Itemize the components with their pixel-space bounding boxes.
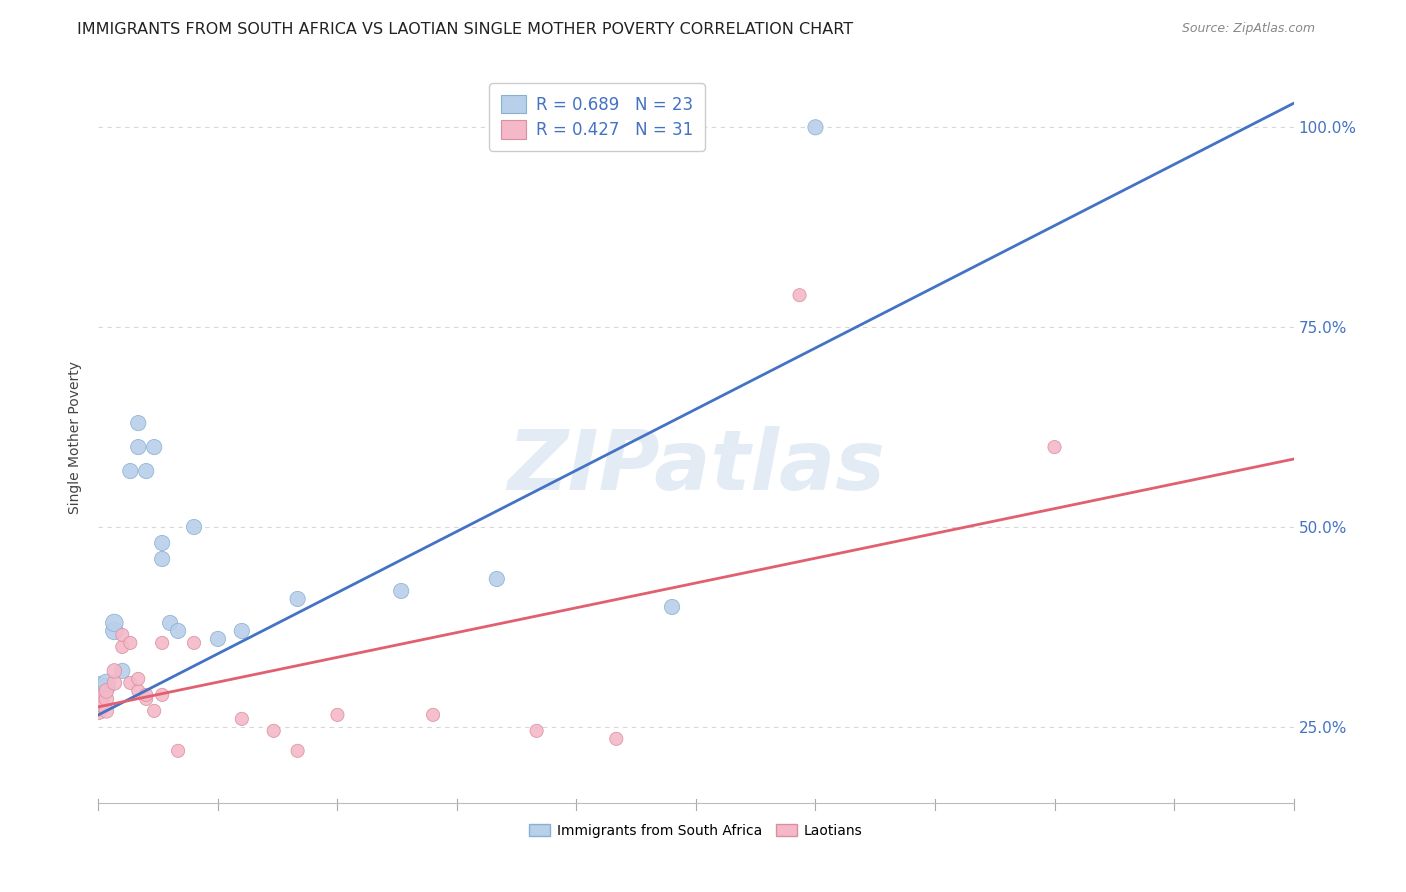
Point	[326, 707, 349, 722]
Point	[167, 744, 190, 758]
Point	[96, 676, 118, 690]
Point	[135, 464, 157, 478]
Point	[287, 591, 309, 606]
Point	[87, 691, 110, 706]
Point	[96, 684, 118, 698]
Point	[103, 624, 125, 638]
Point	[150, 688, 173, 702]
Point	[143, 440, 166, 454]
Point	[150, 536, 173, 550]
Point	[96, 691, 118, 706]
Point	[103, 615, 125, 630]
Point	[183, 520, 205, 534]
Text: Source: ZipAtlas.com: Source: ZipAtlas.com	[1181, 22, 1315, 36]
Point	[135, 691, 157, 706]
Point	[231, 712, 253, 726]
Point	[135, 688, 157, 702]
Point	[96, 704, 118, 718]
Point	[485, 572, 508, 586]
Point	[111, 640, 134, 654]
Point	[207, 632, 229, 646]
Point	[143, 704, 166, 718]
Point	[263, 723, 285, 738]
Point	[87, 691, 110, 706]
Point	[96, 680, 118, 694]
Point	[120, 676, 142, 690]
Point	[150, 552, 173, 566]
Point	[150, 636, 173, 650]
Point	[120, 636, 142, 650]
Point	[111, 628, 134, 642]
Point	[526, 723, 548, 738]
Point	[103, 664, 125, 678]
Point	[127, 440, 149, 454]
Point	[231, 624, 253, 638]
Point	[167, 624, 190, 638]
Point	[183, 636, 205, 650]
Point	[127, 684, 149, 698]
Y-axis label: Single Mother Poverty: Single Mother Poverty	[69, 360, 83, 514]
Point	[87, 680, 110, 694]
Text: ZIPatlas: ZIPatlas	[508, 425, 884, 507]
Point	[789, 288, 811, 302]
Point	[87, 699, 110, 714]
Point	[1043, 440, 1066, 454]
Point	[87, 696, 110, 710]
Point	[661, 599, 683, 614]
Point	[605, 731, 627, 746]
Point	[804, 120, 827, 135]
Point	[87, 704, 110, 718]
Point	[422, 707, 444, 722]
Point	[287, 744, 309, 758]
Text: IMMIGRANTS FROM SOUTH AFRICA VS LAOTIAN SINGLE MOTHER POVERTY CORRELATION CHART: IMMIGRANTS FROM SOUTH AFRICA VS LAOTIAN …	[77, 22, 853, 37]
Point	[87, 684, 110, 698]
Point	[159, 615, 181, 630]
Legend: Immigrants from South Africa, Laotians: Immigrants from South Africa, Laotians	[523, 818, 869, 844]
Point	[127, 672, 149, 686]
Point	[111, 664, 134, 678]
Point	[389, 584, 412, 599]
Point	[103, 676, 125, 690]
Point	[120, 464, 142, 478]
Point	[127, 416, 149, 430]
